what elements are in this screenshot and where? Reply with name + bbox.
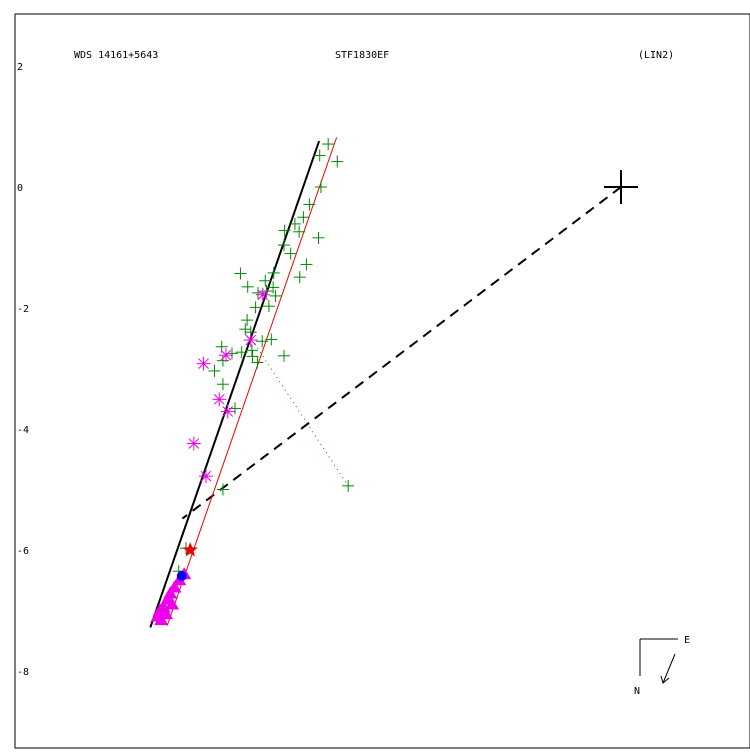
periastron-dashed-line (181, 186, 622, 520)
asterisk-ray (200, 470, 212, 482)
compass-rose: E N (634, 635, 690, 697)
green-observation-point (241, 314, 254, 327)
green-observation-point (259, 274, 272, 287)
y-tick-label: -2 (17, 304, 29, 315)
green-observation-point (297, 211, 310, 224)
magenta-observation-point (220, 404, 235, 419)
compass-east-label: E (684, 635, 690, 646)
green-observation-point (303, 198, 316, 211)
green-observation-point (249, 301, 262, 314)
y-tick-label: -4 (17, 425, 29, 436)
motion-arrow (662, 653, 676, 684)
green-observation-point (265, 333, 278, 346)
magenta-triangle-point (165, 597, 180, 610)
green-observation-point (278, 349, 291, 362)
green-observation-point (245, 344, 258, 357)
magenta-observation-point (212, 392, 227, 407)
red-star-marker (182, 542, 198, 557)
green-observation-point (262, 300, 275, 313)
plot-frame (14, 13, 750, 749)
green-observation-point (278, 239, 291, 252)
magenta-observation-point (243, 333, 258, 348)
fit-lines (149, 137, 622, 628)
magenta-triangle-point (154, 613, 169, 626)
y-tick-label: 2 (17, 62, 23, 73)
wds-label: WDS 14161+5643 (74, 50, 158, 61)
green-observation-point (284, 247, 297, 260)
green-observation-point (314, 181, 327, 193)
y-tick-labels: 2 0 -2 -4 -6 -8 (17, 62, 29, 678)
green-observation-point (208, 364, 221, 377)
green-observation-point (331, 155, 344, 168)
motion-arrowhead (660, 675, 670, 684)
green-observation-point (293, 271, 306, 284)
linear-fit-red-line (166, 137, 338, 626)
green-observation-point (313, 149, 326, 162)
green-observation-point (267, 281, 280, 294)
y-tick-label: 0 (17, 183, 23, 194)
magenta-observation-point (218, 348, 233, 363)
asterisk-ray (220, 349, 232, 361)
green-observation-point (246, 350, 259, 363)
asterisk-ray (198, 358, 209, 369)
green-observation-point (267, 266, 280, 279)
green-observation-point (300, 258, 313, 271)
asterisk-ray (213, 394, 225, 405)
y-tick-label: -6 (17, 546, 29, 557)
green-observation-point (342, 479, 355, 492)
primary-star-marker (604, 170, 638, 204)
green-observation-point (269, 289, 282, 302)
green-observation-point (293, 225, 306, 238)
green-observation-point (235, 346, 248, 359)
green-observation-point (288, 217, 301, 230)
green-observation-point (252, 286, 264, 299)
green-observation-point (322, 138, 335, 151)
asterisk-ray (222, 406, 234, 417)
y-tick-label: -8 (17, 667, 29, 678)
observation-marks (150, 138, 638, 626)
asterisk-ray (188, 438, 200, 449)
green-observation-point (256, 335, 269, 348)
blue-observation-point (176, 571, 187, 582)
magenta-observation-point (255, 287, 270, 302)
green-observation-point (251, 356, 264, 369)
magenta-observation-point (196, 356, 211, 371)
green-observation-point (216, 378, 229, 391)
green-observation-point (216, 354, 229, 367)
green-observation-point (234, 267, 247, 280)
magenta-observation-point (186, 436, 201, 451)
green-observation-point (216, 483, 229, 496)
residual-dotted-line (251, 339, 349, 487)
magenta-observation-point (198, 469, 213, 484)
green-observation-point (312, 231, 325, 244)
asterisk-ray (245, 334, 257, 346)
method-label: (LIN2) (638, 50, 674, 61)
asterisk-ray (257, 289, 269, 301)
compass-north-label: N (634, 686, 640, 697)
green-observation-point (278, 224, 291, 237)
green-observation-point (241, 280, 254, 293)
disc-label: STF1830EF (335, 50, 389, 61)
linear-fit-black-line (149, 140, 321, 628)
green-observation-point (239, 323, 252, 336)
